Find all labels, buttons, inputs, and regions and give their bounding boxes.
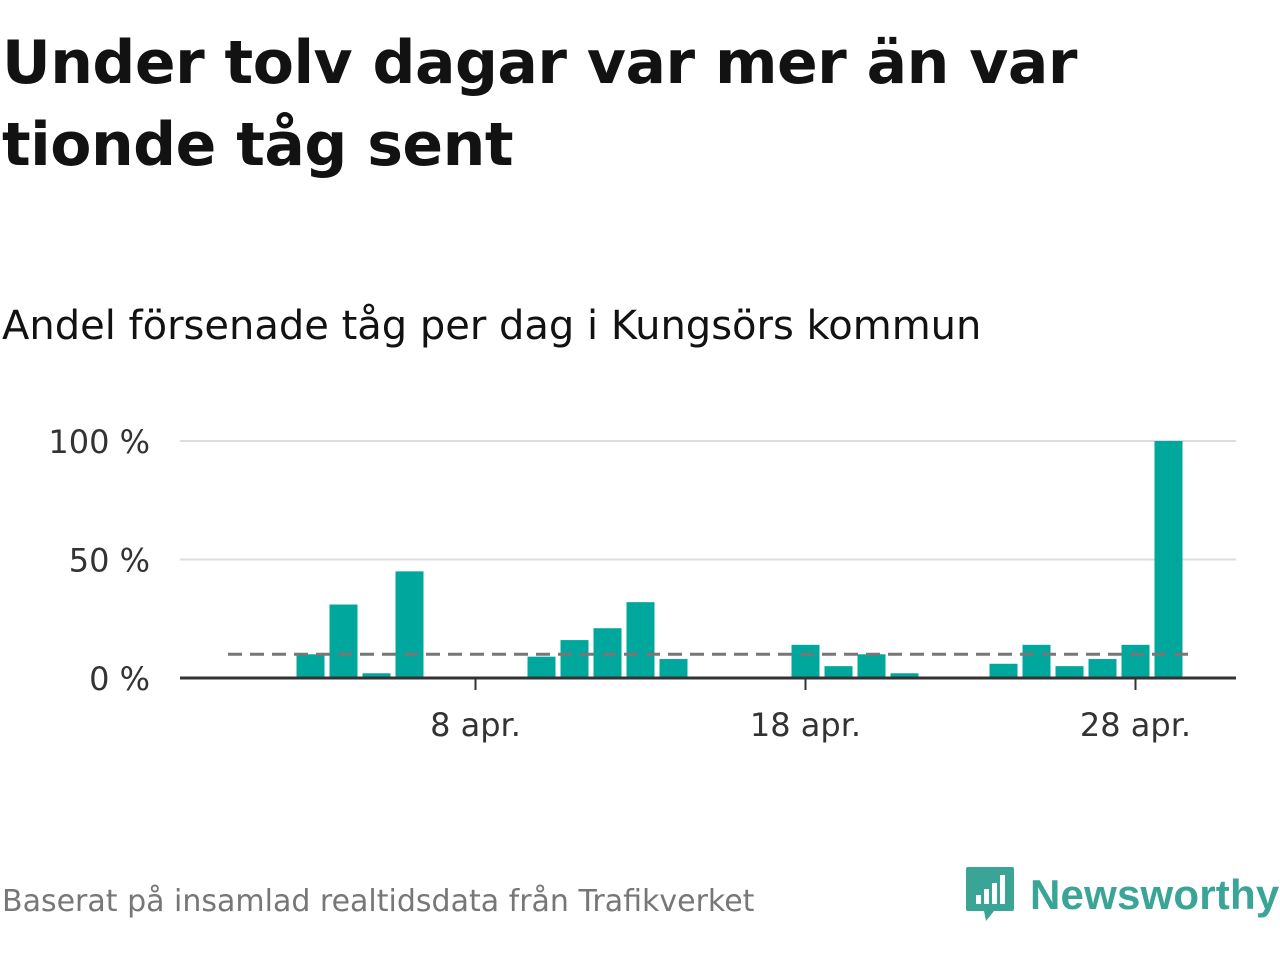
bar	[329, 604, 358, 678]
bar	[362, 673, 391, 678]
bar-chart: 0 % 50 % 100 % 8 apr. 18 apr. 28 apr.	[48, 423, 1236, 744]
newsworthy-logo-text: Newsworthy	[1030, 871, 1280, 918]
bar	[1154, 441, 1183, 678]
bar	[626, 602, 655, 678]
source-note: Baserat på insamlad realtidsdata från Tr…	[2, 884, 755, 919]
bar	[395, 571, 424, 678]
y-tick-label: 100 %	[48, 423, 150, 461]
bar	[1022, 644, 1051, 678]
bar	[560, 640, 589, 678]
chart-title: Under tolv dagar var mer än var tionde t…	[2, 28, 1077, 180]
bar	[824, 666, 853, 678]
x-tick-label: 28 apr.	[1080, 706, 1191, 744]
bar	[527, 656, 556, 678]
bar	[989, 663, 1018, 678]
bar	[296, 654, 325, 678]
bar	[857, 654, 886, 678]
bar	[890, 673, 919, 678]
bars	[296, 441, 1183, 678]
chart-subtitle: Andel försenade tåg per dag i Kungsörs k…	[2, 303, 982, 349]
x-axis: 8 apr. 18 apr. 28 apr.	[180, 676, 1236, 744]
y-tick-label: 50 %	[69, 542, 150, 580]
newsworthy-logo: Newsworthy	[964, 864, 1279, 926]
gridlines	[180, 440, 1236, 561]
bar	[1121, 644, 1150, 678]
bar	[659, 659, 688, 678]
bar	[1055, 666, 1084, 678]
bar	[1088, 659, 1117, 678]
bar	[791, 644, 820, 678]
y-tick-label: 0 %	[89, 660, 150, 698]
newsworthy-logo-icon	[966, 867, 1014, 921]
x-tick-label: 18 apr.	[750, 706, 861, 744]
y-axis-labels: 0 % 50 % 100 %	[48, 423, 150, 698]
x-tick-label: 8 apr.	[430, 706, 521, 744]
